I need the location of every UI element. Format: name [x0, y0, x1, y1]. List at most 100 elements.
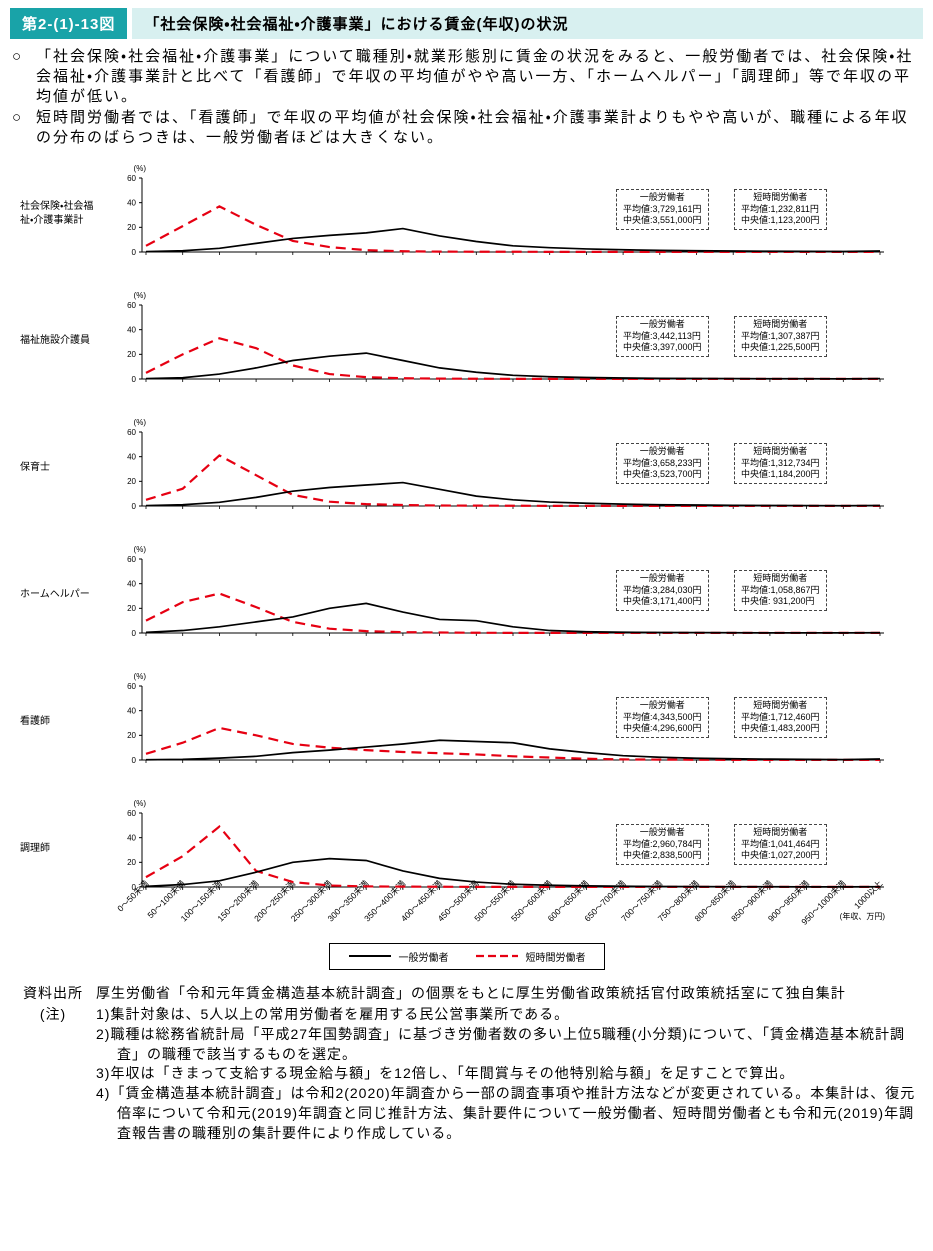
stat-median: 中央値:3,171,400円 — [623, 596, 702, 607]
stat-mean: 平均値:1,232,811円 — [741, 203, 819, 214]
svg-text:40: 40 — [127, 452, 136, 461]
source-label: 資料出所 — [23, 984, 83, 1001]
svg-text:(年収、万円): (年収、万円) — [840, 911, 886, 921]
svg-text:20: 20 — [127, 350, 136, 359]
stat-median: 中央値: 931,200円 — [741, 596, 815, 607]
stat-mean: 平均値:4,343,500円 — [623, 711, 702, 722]
chart-area: 0 20 40 60 (%) 一般労働者 平均値:3,658,233円 中央値:3,52… — [106, 418, 886, 518]
stat-mean: 平均値:3,729,161円 — [623, 203, 702, 214]
stat-box-general: 一般労働者 平均値:3,284,030円 中央値:3,171,400円 — [616, 569, 709, 612]
stat-mean: 平均値:1,712,460円 — [741, 711, 820, 722]
chart-area: 0 20 40 60 (%) 一般労働者 平均値:4,343,500円 中央値:4,29… — [106, 672, 886, 772]
stat-box-title: 短時間労働者 — [753, 572, 808, 583]
chart-label: 福祉施設介護員 — [20, 335, 90, 347]
x-axis-spacer — [10, 875, 106, 941]
svg-text:(%): (%) — [134, 799, 147, 808]
chart-area: 0 20 40 60 (%) 一般労働者 平均値:3,442,113円 中央値:3,39… — [106, 291, 886, 391]
stat-box-title: 短時間労働者 — [753, 699, 808, 710]
svg-text:60: 60 — [127, 809, 136, 818]
chart-row-homehelper: ホームヘルパー 0 20 40 60 (%) 一般労働者 平均値:3,284,030円 … — [10, 545, 923, 645]
line-chart: 0 20 40 60(%) — [127, 799, 884, 892]
svg-text:20: 20 — [127, 731, 136, 740]
legend-label-short-time: 短時間労働者 — [525, 952, 586, 964]
stat-median: 中央値:1,483,200円 — [741, 723, 820, 734]
stat-mean: 平均値:3,442,113円 — [623, 330, 701, 341]
stat-mean: 平均値:1,312,734円 — [741, 457, 820, 468]
svg-text:(%): (%) — [134, 545, 147, 554]
stat-box-short-time: 短時間労働者 平均値:1,232,811円 中央値:1,123,200円 — [734, 188, 827, 231]
chart-area: 0 20 40 60 (%) 一般労働者 平均値:3,284,030円 中央値:3,17… — [106, 545, 886, 645]
note-item: 3)年収は「きまって支給する現金給与額」を12倍し、「年間賞与その他特別給与額」… — [96, 1065, 795, 1082]
svg-text:0: 0 — [132, 629, 137, 638]
source-text: 厚生労働省「令和元年賃金構造基本統計調査」の個票をもとに厚生労働省政策統括官付政… — [96, 984, 846, 1001]
stat-box-title: 短時間労働者 — [753, 191, 808, 202]
stat-box-title: 一般労働者 — [639, 318, 685, 329]
chart-label: 社会保険・社会福祉・介護事業計 — [20, 201, 94, 226]
stat-box-general: 一般労働者 平均値:3,658,233円 中央値:3,523,700円 — [616, 442, 709, 485]
bullet-text: 短時間労働者では、「看護師」で年収の平均値が社会保険・社会福祉・介護事業計よりも… — [36, 109, 909, 147]
svg-text:60: 60 — [127, 555, 136, 564]
svg-text:60: 60 — [127, 682, 136, 691]
stat-box-title: 一般労働者 — [639, 191, 685, 202]
svg-text:60: 60 — [127, 301, 136, 310]
stat-median: 中央値:1,027,200円 — [741, 850, 820, 861]
note-item: 2)職種は総務省統計局「平成27年国勢調査」に基づき労働者数の多い上位5職種(小… — [96, 1025, 906, 1062]
svg-text:0: 0 — [132, 883, 137, 892]
svg-text:40: 40 — [127, 325, 136, 334]
stat-box-short-time: 短時間労働者 平均値:1,712,460円 中央値:1,483,200円 — [734, 696, 827, 739]
stat-mean: 平均値:2,960,784円 — [623, 838, 702, 849]
source-row: 資料出所 厚生労働省「令和元年賃金構造基本統計調査」の個票をもとに厚生労働省政策… — [10, 984, 923, 1004]
legend: 一般労働者 短時間労働者 — [10, 942, 923, 970]
chart-row-kaigoin: 福祉施設介護員 0 20 40 60 (%) 一般労働者 平均値:3,442,113円 … — [10, 291, 923, 391]
figure-number-label: 第2-(1)-13図 — [10, 8, 128, 39]
bullet-paragraph: ○ 「社会保険・社会福祉・介護事業」について職種別・就業形態別に賃金の状況をみる… — [12, 47, 921, 106]
stat-box-title: 短時間労働者 — [753, 826, 808, 837]
svg-text:60: 60 — [127, 174, 136, 183]
svg-text:20: 20 — [127, 223, 136, 232]
stat-box-short-time: 短時間労働者 平均値:1,312,734円 中央値:1,184,200円 — [734, 442, 827, 485]
chart-area: 0 20 40 60 (%) 一般労働者 平均値:3,729,161円 中央値:3,55… — [106, 164, 886, 264]
chart-label: 看護師 — [20, 716, 50, 728]
solid-line-icon — [348, 955, 391, 958]
stat-mean: 平均値:1,041,464円 — [741, 838, 820, 849]
line-chart: 0 20 40 60(%) — [127, 672, 884, 765]
bullet-marker: ○ — [12, 48, 24, 65]
chart-row-total: 社会保険・社会福祉・介護事業計 0 20 40 60 (%) 一般労働者 平均値:3,7… — [10, 164, 923, 264]
stat-box-short-time: 短時間労働者 平均値:1,058,867円 中央値: 931,200円 — [734, 569, 827, 612]
stat-median: 中央値:3,523,700円 — [623, 469, 702, 480]
chart-row-chorishi: 調理師 0 20 40 60 (%) 一般労働者 平均値:2,960,784円 中央値:… — [10, 799, 923, 899]
svg-text:40: 40 — [127, 579, 136, 588]
notes: 1)集計対象は、5人以上の常用労働者を雇用する民公営事業所である。 2)職種は総… — [96, 1005, 923, 1144]
chart-row-kangoshi: 看護師 0 20 40 60 (%) 一般労働者 平均値:4,343,500円 中央値:… — [10, 672, 923, 772]
line-chart: 0 20 40 60(%) — [127, 418, 884, 511]
svg-text:0: 0 — [132, 756, 137, 765]
stat-box-title: 一般労働者 — [639, 572, 685, 583]
note-label: (注) — [39, 1005, 67, 1022]
bullet-paragraph: ○ 短時間労働者では、「看護師」で年収の平均値が社会保険・社会福祉・介護事業計よ… — [12, 108, 921, 148]
figure-title: 「社会保険・社会福祉・介護事業」における賃金(年収)の状況 — [132, 8, 923, 39]
stat-median: 中央値:1,225,500円 — [741, 342, 820, 353]
notes-row: (注) 1)集計対象は、5人以上の常用労働者を雇用する民公営事業所である。 2)… — [10, 1005, 923, 1144]
line-chart: 0 20 40 60(%) — [127, 164, 884, 257]
svg-text:(%): (%) — [134, 672, 147, 681]
page: 第2-(1)-13図 「社会保険・社会福祉・介護事業」における賃金(年収)の状況… — [10, 8, 923, 1144]
stat-box-short-time: 短時間労働者 平均値:1,041,464円 中央値:1,027,200円 — [734, 823, 827, 866]
line-chart: 0 20 40 60(%) — [127, 545, 884, 638]
line-chart: 0 20 40 60(%) — [127, 291, 884, 384]
chart-label: 調理師 — [20, 843, 50, 855]
bullet-text: 「社会保険・社会福祉・介護事業」について職種別・就業形態別に賃金の状況をみると、… — [36, 48, 914, 105]
dashed-line-icon — [475, 955, 518, 958]
chart-label: ホームヘルパー — [20, 589, 90, 601]
stat-median: 中央値:3,397,000円 — [623, 342, 702, 353]
stat-median: 中央値:4,296,600円 — [623, 723, 702, 734]
svg-text:20: 20 — [127, 604, 136, 613]
chart-label: 保育士 — [20, 462, 50, 474]
stat-box-title: 一般労働者 — [639, 826, 685, 837]
svg-text:20: 20 — [127, 477, 136, 486]
svg-text:40: 40 — [127, 198, 136, 207]
stat-box-general: 一般労働者 平均値:3,442,113円 中央値:3,397,000円 — [616, 315, 709, 358]
stat-mean: 平均値:3,284,030円 — [623, 584, 702, 595]
stat-box-title: 短時間労働者 — [753, 445, 808, 456]
stat-box-general: 一般労働者 平均値:3,729,161円 中央値:3,551,000円 — [616, 188, 709, 231]
note-item: 4)「賃金構造基本統計調査」は令和2(2020)年調査から一部の調査事項や推計方… — [96, 1085, 916, 1142]
